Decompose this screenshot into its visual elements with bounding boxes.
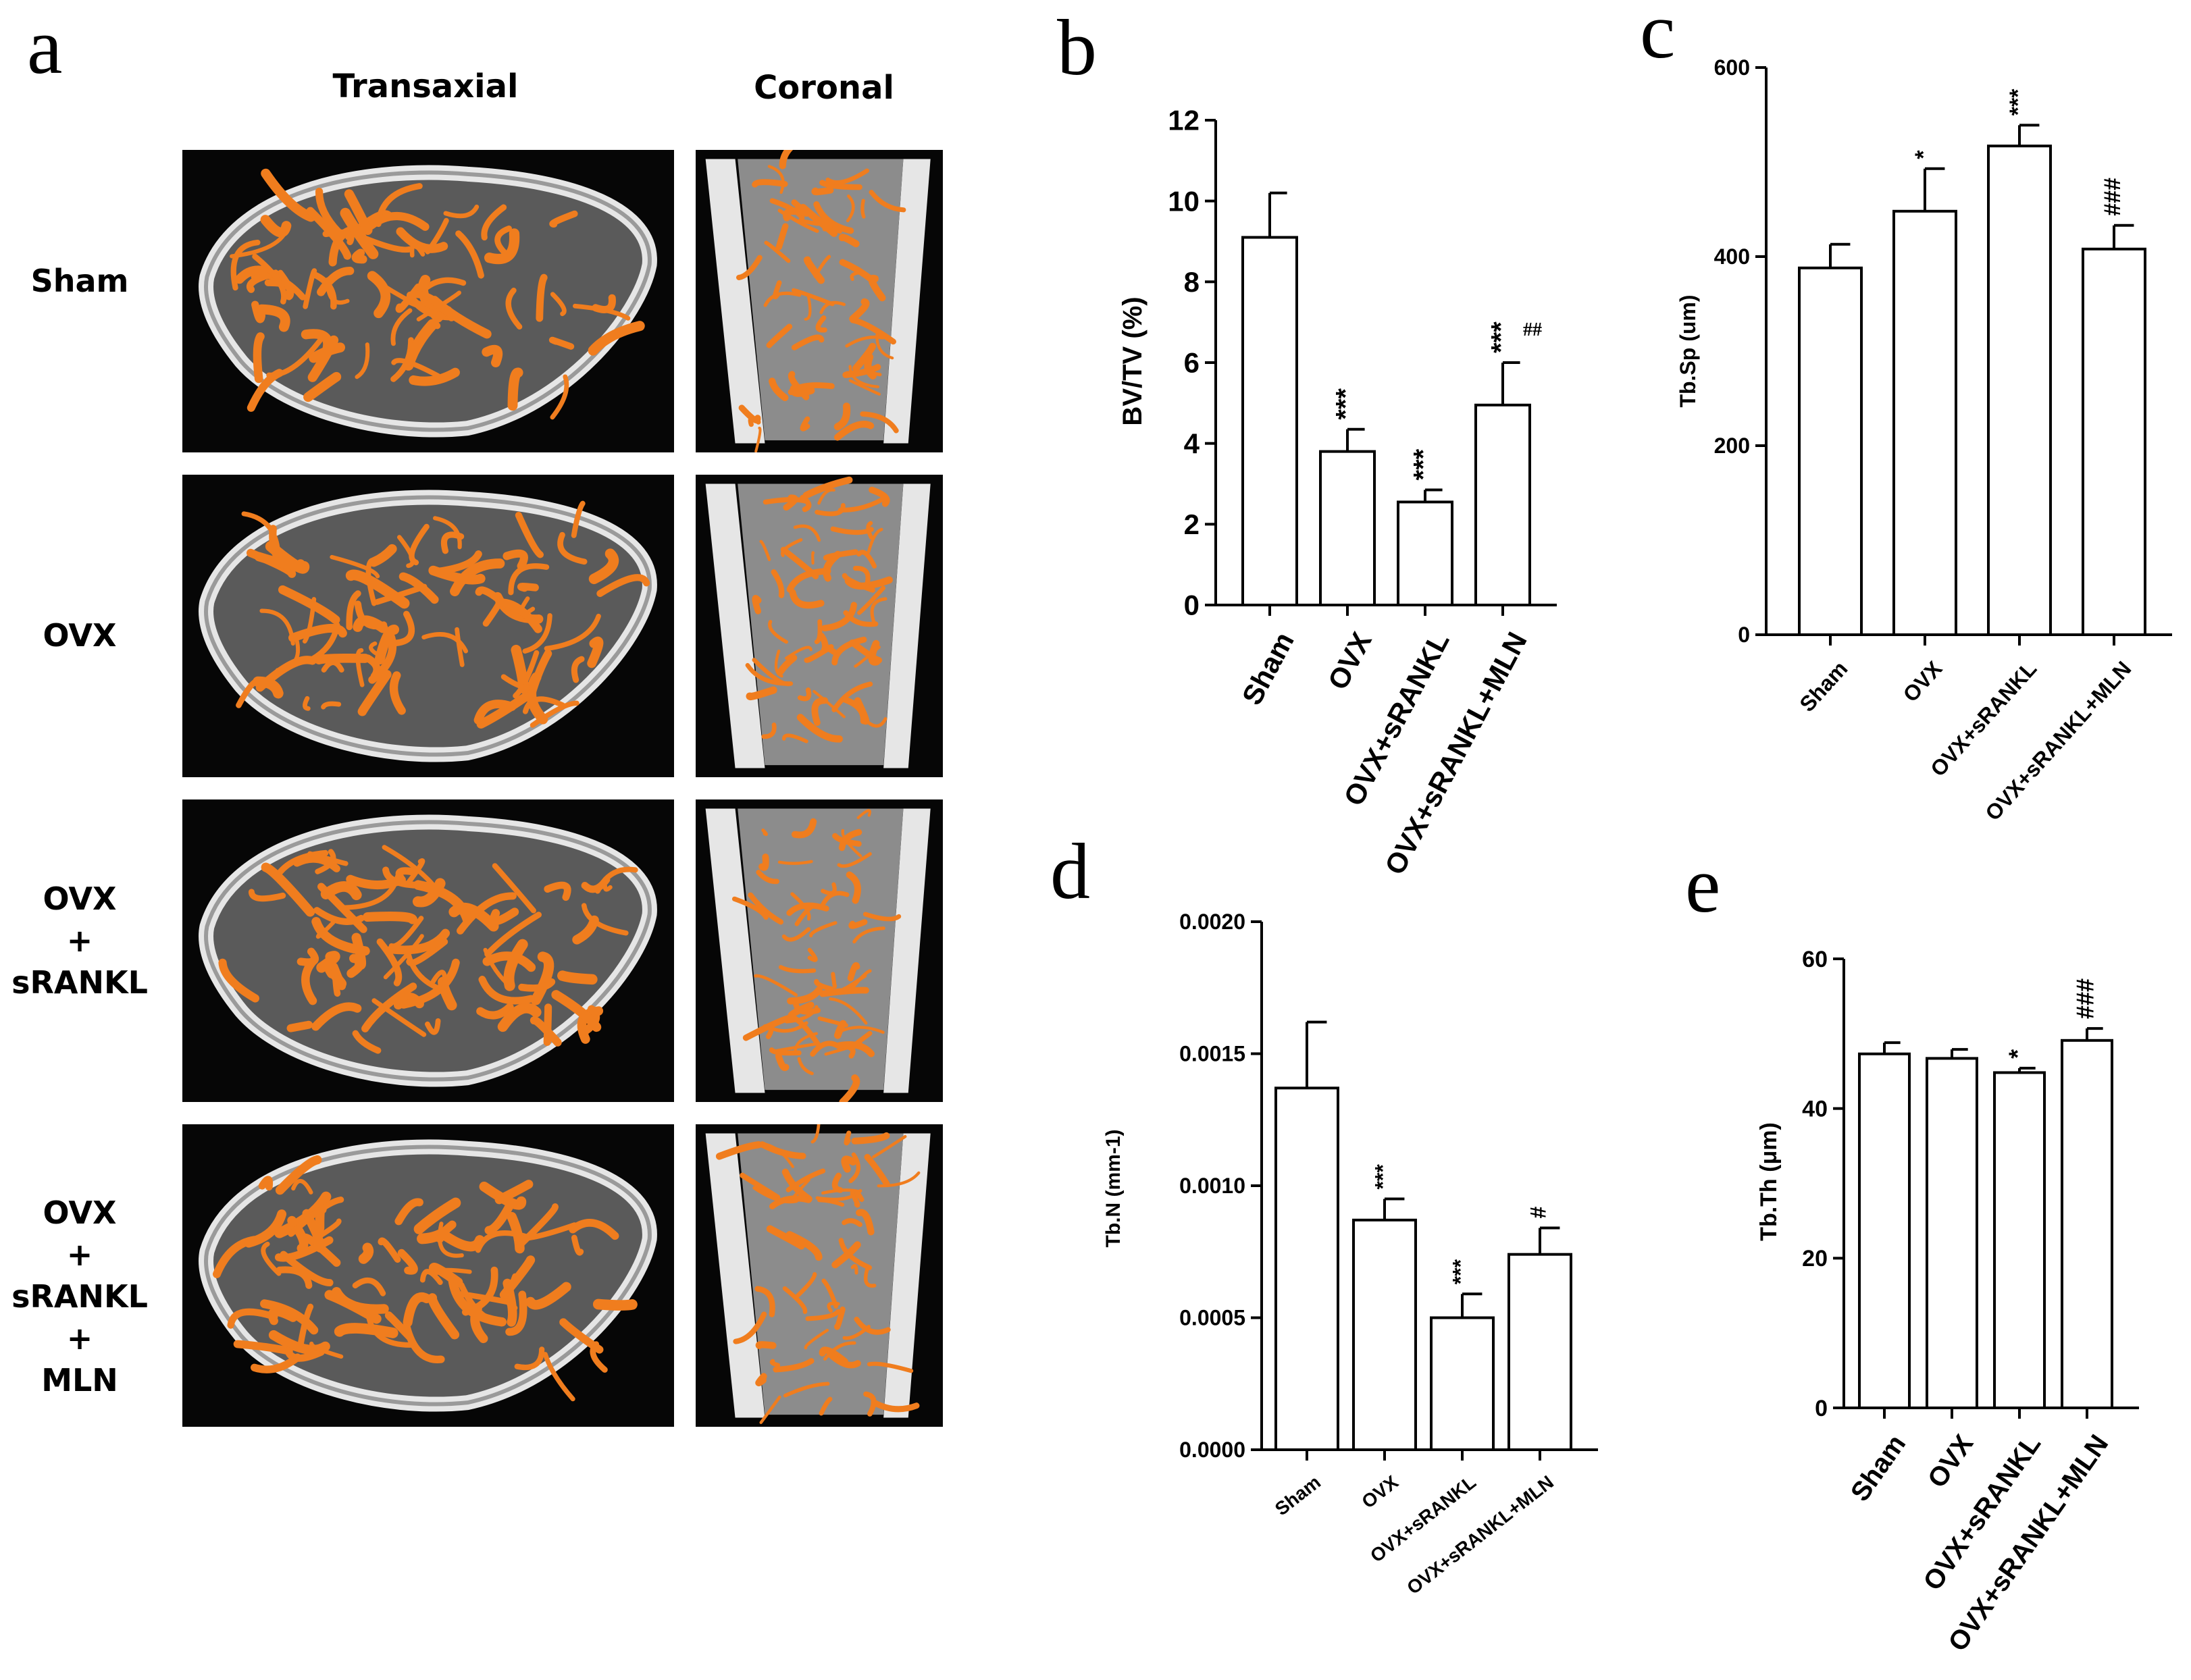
ct-illustration	[705, 476, 931, 768]
panel-c-significance-mark: *	[1911, 150, 1936, 159]
panel-e-category-label: Sham	[1845, 1429, 1912, 1506]
panel-d-category-label: OVX	[1358, 1471, 1402, 1513]
ct-transaxial-ovx-srankl	[182, 799, 674, 1102]
ct-transaxial-ovx	[182, 475, 674, 777]
panel-b-y-tick-label: 2	[1184, 508, 1200, 540]
panel-c-bar	[1798, 266, 1863, 636]
panel-d-y-tick-label: 0.0005	[1179, 1306, 1245, 1330]
ct-illustration	[705, 1124, 931, 1424]
panel-d-y-axis-label: Tb.N (mm-1)	[1102, 1130, 1125, 1248]
panel-e-bar	[2061, 1039, 2113, 1409]
panel-b-significance-mark: ***	[1331, 388, 1361, 420]
panel-c-letter: c	[1640, 0, 1675, 75]
panel-e-y-tick-label: 60	[1802, 947, 1828, 972]
ct-illustration	[199, 490, 657, 762]
panel-e-significance-mark: ###	[2071, 978, 2099, 1019]
panel-b-significance-mark: ***	[1409, 448, 1439, 480]
panel-d-significance-mark: ***	[1448, 1259, 1472, 1284]
panel-d-category-label: Sham	[1271, 1471, 1324, 1519]
panel-b-bar	[1319, 450, 1376, 607]
panel-a-letter: a	[27, 2, 63, 90]
panel-d-y-tick-label: 0.0000	[1179, 1438, 1245, 1462]
panel-d-letter: d	[1050, 827, 1090, 916]
ct-illustration	[199, 1139, 657, 1412]
panel-b-category-label: OVX+sRANKL+MLN	[1378, 627, 1533, 879]
panel-e-bar	[1858, 1052, 1911, 1409]
panel-c-y-tick-label: 600	[1714, 55, 1750, 80]
panel-b-y-tick-label: 12	[1168, 105, 1200, 136]
panel-c-category-label: OVX	[1898, 656, 1947, 707]
panel-e-y-tick-label: 0	[1815, 1396, 1828, 1421]
ct-illustration	[705, 150, 931, 452]
panel-b-y-tick-label: 8	[1184, 266, 1200, 298]
panel-d-bar	[1274, 1086, 1339, 1451]
panel-d-category-label: OVX+sRANKL+MLN	[1403, 1471, 1557, 1598]
panel-b-y-tick-label: 10	[1168, 185, 1200, 217]
panel-e-letter: e	[1685, 841, 1720, 929]
panel-b-y-tick-label: 0	[1184, 589, 1200, 621]
ct-coronal-ovx-srankl-mln	[696, 1124, 943, 1427]
panel-e-significance-mark: *	[2004, 1049, 2032, 1059]
panel-d-significance-mark: ***	[1370, 1164, 1395, 1190]
panel-d-significance-mark: #	[1526, 1207, 1550, 1219]
panel-c-y-tick-label: 0	[1738, 623, 1750, 647]
ct-illustration	[705, 808, 931, 1102]
panel-c-bar	[1892, 209, 1957, 636]
column-header-transaxial: Transaxial	[332, 68, 519, 105]
panel-e-bar	[1993, 1071, 2046, 1409]
panel-c-y-tick-label: 400	[1714, 244, 1750, 269]
panel-b-letter: b	[1057, 3, 1097, 92]
panel-b-y-axis-label: BV/TV (%)	[1118, 296, 1148, 425]
panel-d-y-tick-label: 0.0015	[1179, 1042, 1245, 1066]
panel-d-y-tick-label: 0.0020	[1179, 910, 1245, 934]
panel-d-bar	[1352, 1218, 1417, 1451]
panel-e-category-label: OVX	[1922, 1429, 1980, 1494]
ct-coronal-ovx-srankl	[696, 799, 943, 1102]
panel-c-significance-mark: ***	[2005, 88, 2031, 115]
ct-transaxial-sham	[182, 150, 674, 452]
panel-e-y-tick-label: 40	[1802, 1097, 1828, 1122]
panel-b-bar	[1474, 403, 1531, 606]
panel-b-category-label: Sham	[1236, 627, 1300, 710]
row-label-ovx-srankl: OVX + sRANKL	[11, 881, 148, 1001]
panel-e-y-tick-label: 20	[1802, 1246, 1828, 1271]
panel-c-y-tick-label: 200	[1714, 434, 1750, 458]
panel-c-bar	[1987, 145, 2052, 636]
panel-d-y-tick-label: 0.0010	[1179, 1174, 1245, 1198]
panel-b-bar	[1241, 236, 1298, 606]
panel-c-bar	[2082, 247, 2146, 636]
ct-transaxial-ovx-srankl-mln	[182, 1124, 674, 1427]
panel-e-y-axis-label: Tb.Th (μm)	[1756, 1122, 1782, 1241]
panel-b-y-tick-label: 6	[1184, 347, 1200, 379]
panel-b-y-tick-label: 4	[1184, 427, 1200, 459]
column-header-coronal: Coronal	[754, 69, 894, 107]
panel-b-category-label: OVX	[1322, 627, 1378, 694]
row-label-ovx-srankl-mln: OVX + sRANKL + MLN	[11, 1195, 148, 1398]
panel-b-bar	[1397, 500, 1453, 606]
panel-b-significance-mark-2: ##	[1523, 319, 1542, 340]
panel-e-bar	[1926, 1057, 1978, 1409]
ct-illustration	[199, 814, 657, 1087]
panel-b-significance-mark: ***	[1487, 321, 1516, 353]
panel-c-category-label: Sham	[1795, 656, 1852, 716]
panel-c-y-axis-label: Tb.Sp (um)	[1676, 294, 1700, 407]
ct-illustration	[199, 165, 657, 438]
ct-coronal-ovx	[696, 475, 943, 777]
panel-d-bar	[1430, 1316, 1495, 1451]
panel-d-bar	[1507, 1253, 1572, 1452]
panel-c-significance-mark: ###	[2100, 178, 2125, 216]
ct-coronal-sham	[696, 150, 943, 452]
row-label-sham: Sham	[30, 263, 129, 299]
row-label-ovx: OVX	[43, 617, 117, 654]
